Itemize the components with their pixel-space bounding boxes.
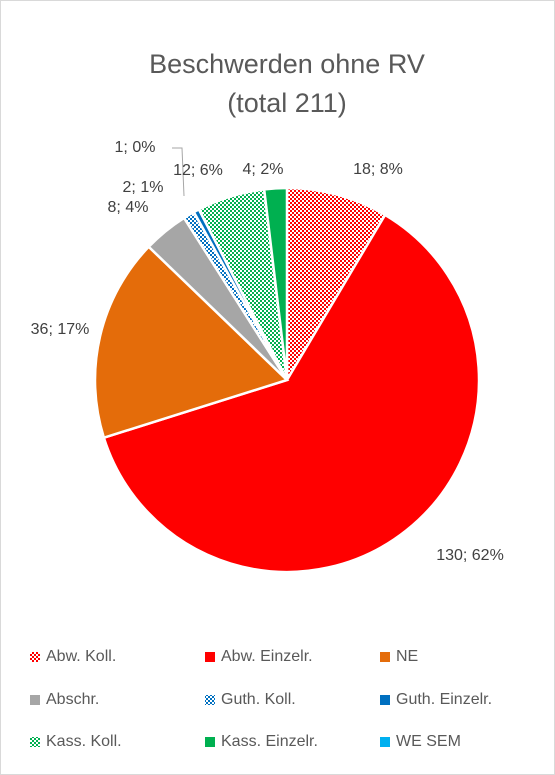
legend-label: WE SEM — [396, 733, 461, 750]
legend-swatch — [205, 695, 215, 705]
data-label: 1; 0% — [115, 139, 156, 156]
data-label: 18; 8% — [353, 161, 403, 178]
legend-swatch — [205, 737, 215, 747]
data-label: 2; 1% — [123, 179, 164, 196]
pie-slice — [285, 186, 387, 385]
legend-swatch — [380, 695, 390, 705]
pie-slice — [102, 213, 481, 574]
data-label: 36; 17% — [31, 321, 90, 338]
legend-label: Abschr. — [46, 691, 99, 708]
data-label: 12; 6% — [173, 162, 223, 179]
legend-label: NE — [396, 648, 418, 665]
legend-swatch — [30, 695, 40, 705]
legend-swatch — [205, 652, 215, 662]
legend-label: Abw. Koll. — [46, 648, 116, 665]
legend-swatch — [30, 737, 40, 747]
data-label: 4; 2% — [243, 161, 284, 178]
pie-slice — [93, 245, 290, 440]
data-label: 8; 4% — [108, 199, 149, 216]
legend-label: Guth. Koll. — [221, 691, 296, 708]
legend-label: Guth. Einzelr. — [396, 691, 492, 708]
legend-label: Kass. Einzelr. — [221, 733, 318, 750]
legend-swatch — [30, 652, 40, 662]
data-label: 130; 62% — [436, 547, 504, 564]
leader-line — [172, 147, 185, 197]
legend-label: Abw. Einzelr. — [221, 648, 313, 665]
legend-swatch — [380, 652, 390, 662]
pie-slice — [262, 186, 289, 381]
legend-swatch — [380, 737, 390, 747]
chart-title: Beschwerden ohne RV — [149, 49, 425, 79]
chart-subtitle: (total 211) — [227, 88, 347, 118]
legend-label: Kass. Koll. — [46, 733, 122, 750]
